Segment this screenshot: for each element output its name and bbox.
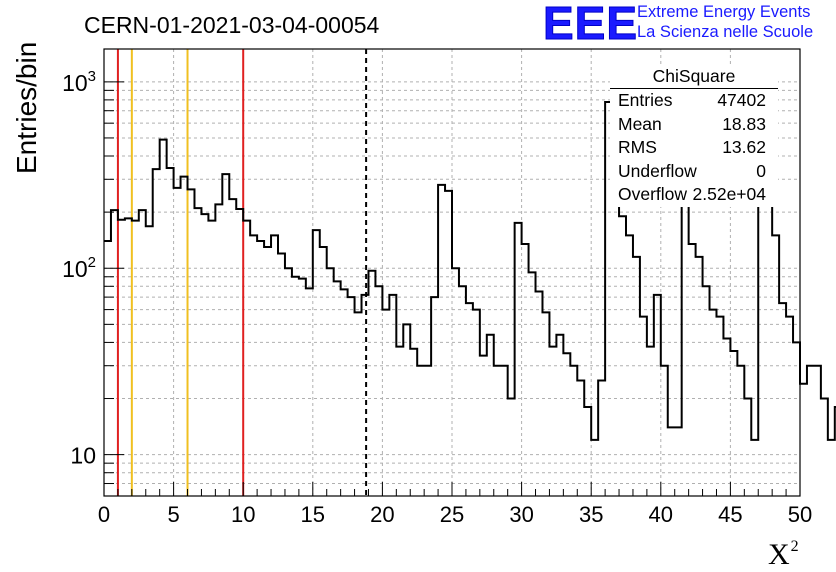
stats-value: 18.83 [722,113,766,134]
x-tick-label: 35 [579,502,603,527]
stats-title: ChiSquare [610,66,778,89]
y-tick-label: 103 [62,68,96,96]
stats-value: 13.62 [722,137,766,157]
x-axis-label-sup: 2 [790,538,799,555]
reference-lines [116,49,368,496]
x-tick-label: 50 [788,502,812,527]
x-axis-label-base: X [768,538,790,571]
x-tick-label: 0 [98,502,110,527]
stats-key: Overflow [618,184,688,204]
stats-row: Overflow 2.52e+04 [610,183,778,207]
stats-value: 2.52e+04 [692,184,766,204]
stats-row: Entries 47402 [610,89,778,113]
eee-logo: EEE [542,0,639,50]
run-title: CERN-01-2021-03-04-00054 [84,12,380,38]
stats-box: ChiSquare Entries 47402 Mean 18.83 RMS 13.6… [610,66,778,207]
stats-key: Underflow [618,160,697,181]
x-tick-label: 25 [440,502,464,527]
stats-value: 0 [756,160,766,181]
stats-row: RMS 13.62 [610,136,778,160]
stats-key: Entries [618,90,673,110]
axis-ticks [103,81,801,497]
x-tick-label: 45 [718,502,742,527]
stats-key: RMS [618,137,657,157]
x-tick-label: 15 [301,502,325,527]
x-tick-label: 40 [649,502,673,527]
histogram [104,100,836,441]
stats-row: Underflow 0 [610,160,778,184]
tick-labels: 0 5 10 15 20 25 30 35 40 45 50 10 102 103 [62,68,812,527]
y-tick-label: 102 [62,254,96,282]
x-tick-label: 20 [370,502,394,527]
histogram-outline [104,100,836,441]
stats-row: Mean 18.83 [610,113,778,137]
y-axis-label: Entries/bin [11,41,42,174]
x-axis-label: X2 [768,538,799,572]
stats-key: Mean [618,113,662,134]
x-tick-label: 5 [167,502,179,527]
x-tick-label: 30 [509,502,533,527]
logo-text-line1: Extreme Energy Events [637,3,811,21]
stats-value: 47402 [717,90,766,110]
x-tick-label: 10 [231,502,255,527]
logo-text-line2: La Scienza nelle Scuole [637,23,814,41]
y-tick-label: 10 [70,443,96,469]
